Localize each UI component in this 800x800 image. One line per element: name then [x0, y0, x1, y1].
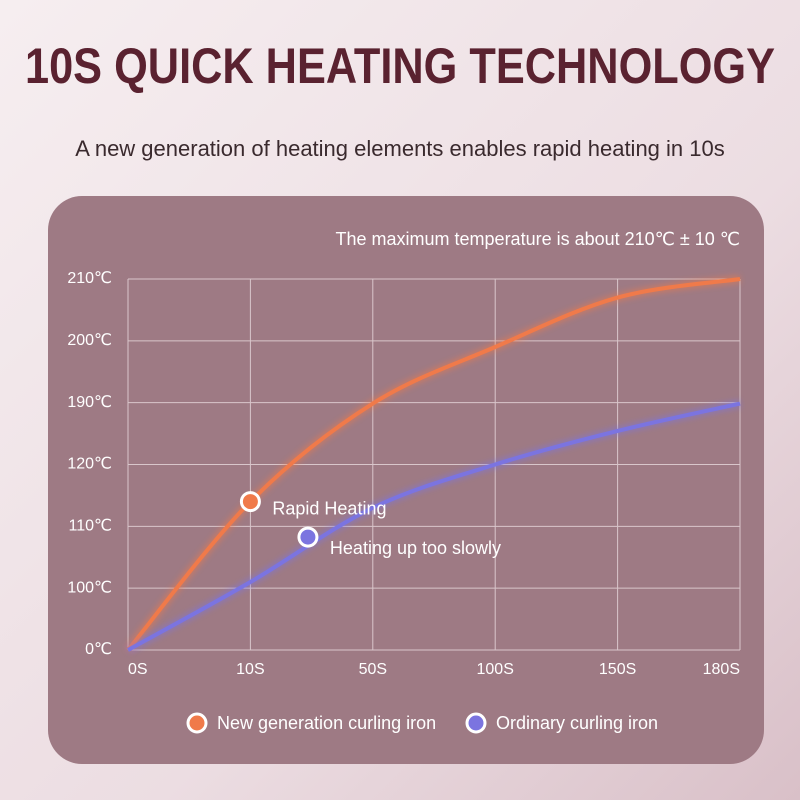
y-tick-label: 100℃ — [67, 579, 112, 596]
y-tick-label: 190℃ — [67, 394, 112, 411]
x-tick-label: 0S — [128, 661, 148, 678]
legend-marker — [186, 712, 208, 734]
y-tick-label: 110℃ — [69, 518, 113, 535]
x-tick-label: 50S — [359, 661, 387, 678]
x-tick-label: 10S — [236, 661, 264, 678]
annotation-marker — [239, 491, 261, 513]
line — [127, 401, 741, 652]
title: 10S QUICK HEATING TECHNOLOGY — [25, 38, 775, 94]
chart-panel — [48, 196, 764, 764]
legend-marker — [465, 712, 487, 734]
note: The maximum temperature is about 210℃ ± … — [336, 229, 740, 249]
y-tick-label: 200℃ — [67, 332, 112, 349]
x-tick-label: 180S — [703, 661, 740, 678]
y-tick-label: 0℃ — [85, 641, 112, 658]
subtitle: A new generation of heating elements ena… — [75, 136, 724, 161]
y-tick-label: 120℃ — [67, 456, 112, 473]
x-tick-label: 100S — [477, 661, 514, 678]
legend-label: Ordinary curling iron — [496, 713, 658, 733]
annotation-marker — [297, 526, 319, 548]
x-tick-label: 150S — [599, 661, 636, 678]
legend-label: New generation curling iron — [217, 713, 436, 733]
annotation: Rapid Heating — [272, 498, 386, 518]
y-tick-label: 210℃ — [67, 270, 112, 287]
line — [126, 277, 741, 652]
annotation: Heating up too slowly — [330, 538, 501, 558]
